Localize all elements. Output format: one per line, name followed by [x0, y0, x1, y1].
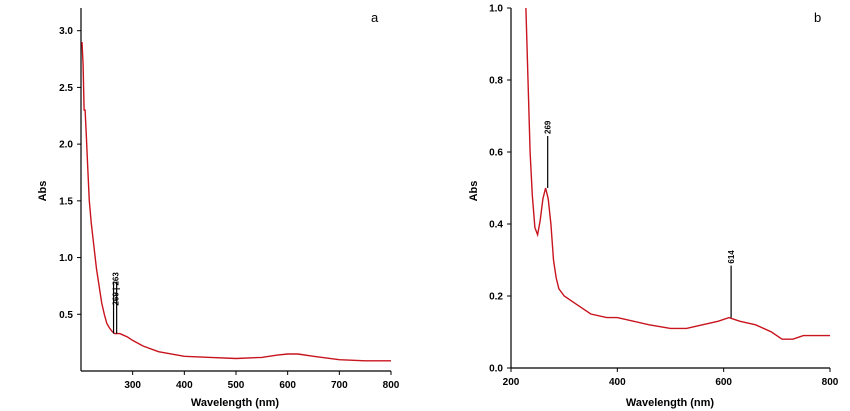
chart-a: a Wavelength (nm) Abs 300 400 500 600 700 800… [37, 8, 400, 409]
chart-a-y-tick-label: 1.0 [59, 253, 73, 264]
chart-a-series-line [81, 41, 391, 362]
chart-a-x-tick-label: 700 [331, 380, 348, 391]
chart-b-x-tick-label: 600 [715, 377, 732, 388]
chart-b-series-line [525, 7, 830, 340]
chart-a-y-tick-label: 0.5 [59, 310, 73, 321]
chart-b-panel-label: b [814, 10, 821, 25]
chart-b-y-tick-label: 1.0 [489, 4, 503, 15]
chart-b: b Wavelength (nm) Abs 200 400 600 800 0.0 0.… [468, 4, 839, 410]
chart-b-x-label: Wavelength (nm) [626, 397, 715, 409]
chart-a-y-tick-label: 3.0 [59, 26, 73, 37]
chart-b-x-tick-label: 800 [822, 377, 839, 388]
chart-a-x-label: Wavelength (nm) [191, 397, 280, 409]
chart-a-panel-label: a [371, 10, 379, 25]
chart-b-y-tick-label: 0.8 [489, 76, 503, 87]
chart-b-peak-label: 614 [727, 250, 736, 264]
chart-b-peak-label: 269 [544, 120, 553, 134]
chart-a-peak-label: 269 | 263 [112, 272, 121, 306]
chart-a-y-tick-label: 2.5 [59, 83, 73, 94]
chart-b-y-tick-label: 0.4 [489, 220, 503, 231]
chart-a-x-tick-label: 400 [176, 380, 193, 391]
chart-b-y-tick-label: 0.6 [489, 148, 503, 159]
chart-a-y-label: Abs [37, 181, 49, 202]
chart-a-y-tick-label: 1.5 [59, 196, 73, 207]
chart-a-x-tick-label: 800 [383, 380, 400, 391]
chart-b-y-tick-label: 0.2 [489, 292, 503, 303]
chart-a-x-tick-label: 500 [228, 380, 245, 391]
chart-a-y-tick-label: 2.0 [59, 140, 73, 151]
chart-b-y-tick-label: 0.0 [489, 364, 503, 375]
chart-b-y-label: Abs [468, 181, 480, 202]
chart-a-x-tick-label: 300 [124, 380, 141, 391]
chart-a-x-tick-label: 600 [279, 380, 296, 391]
chart-b-x-tick-label: 400 [609, 377, 626, 388]
chart-b-x-tick-label: 200 [503, 377, 520, 388]
